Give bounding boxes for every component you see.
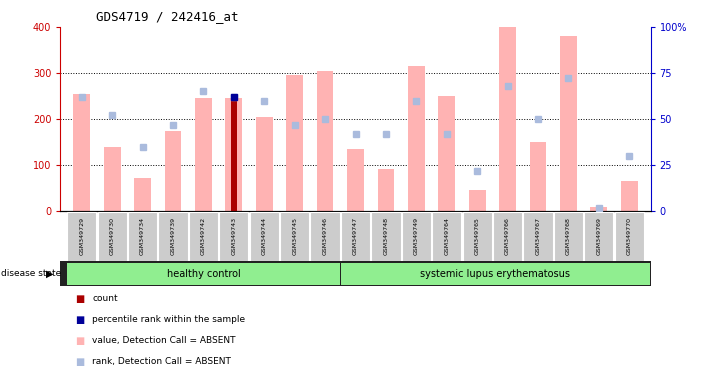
- Bar: [341, 263, 650, 285]
- Text: GSM349747: GSM349747: [353, 217, 358, 255]
- Bar: [287, 75, 303, 211]
- Bar: [189, 212, 218, 261]
- Bar: [499, 27, 516, 211]
- Bar: [280, 212, 309, 261]
- Text: GSM349742: GSM349742: [201, 217, 206, 255]
- Text: ■: ■: [75, 357, 84, 367]
- Bar: [316, 71, 333, 211]
- Bar: [67, 263, 341, 285]
- Text: ■: ■: [75, 336, 84, 346]
- Text: percentile rank within the sample: percentile rank within the sample: [92, 315, 245, 324]
- Text: GSM349734: GSM349734: [140, 217, 145, 255]
- Text: GSM349745: GSM349745: [292, 217, 297, 255]
- Text: GSM349770: GSM349770: [627, 217, 632, 255]
- Text: systemic lupus erythematosus: systemic lupus erythematosus: [420, 268, 570, 279]
- Bar: [560, 36, 577, 211]
- Text: GSM349730: GSM349730: [109, 217, 114, 255]
- Bar: [165, 131, 181, 211]
- Text: GSM349765: GSM349765: [475, 217, 480, 255]
- Bar: [615, 212, 644, 261]
- Bar: [195, 98, 212, 211]
- Text: GSM349729: GSM349729: [79, 217, 84, 255]
- Bar: [591, 207, 607, 211]
- Bar: [554, 212, 583, 261]
- Bar: [463, 212, 492, 261]
- Bar: [523, 212, 552, 261]
- Text: GSM349769: GSM349769: [597, 217, 602, 255]
- Bar: [128, 212, 157, 261]
- Bar: [219, 212, 248, 261]
- Text: disease state: disease state: [1, 269, 61, 278]
- Bar: [530, 142, 546, 211]
- Bar: [621, 181, 638, 211]
- Text: GSM349739: GSM349739: [171, 217, 176, 255]
- Bar: [493, 212, 522, 261]
- Bar: [347, 149, 364, 211]
- Text: rank, Detection Call = ABSENT: rank, Detection Call = ABSENT: [92, 357, 231, 366]
- Text: value, Detection Call = ABSENT: value, Detection Call = ABSENT: [92, 336, 236, 345]
- Text: GSM349766: GSM349766: [505, 217, 510, 255]
- Bar: [469, 190, 486, 211]
- Text: ▶: ▶: [46, 268, 53, 279]
- Bar: [371, 212, 400, 261]
- Bar: [311, 212, 340, 261]
- Bar: [256, 117, 272, 211]
- Bar: [67, 212, 96, 261]
- Bar: [225, 98, 242, 211]
- Bar: [341, 212, 370, 261]
- Text: GSM349767: GSM349767: [535, 217, 540, 255]
- Text: GDS4719 / 242416_at: GDS4719 / 242416_at: [96, 10, 238, 23]
- Text: GSM349749: GSM349749: [414, 217, 419, 255]
- Text: GSM349743: GSM349743: [231, 217, 236, 255]
- Text: GSM349768: GSM349768: [566, 217, 571, 255]
- Bar: [584, 212, 614, 261]
- Bar: [104, 147, 120, 211]
- Text: healthy control: healthy control: [167, 268, 240, 279]
- Bar: [378, 169, 395, 211]
- Text: GSM349748: GSM349748: [383, 217, 388, 255]
- Bar: [97, 212, 127, 261]
- Bar: [134, 178, 151, 211]
- Text: ■: ■: [75, 294, 84, 304]
- Text: GSM349744: GSM349744: [262, 217, 267, 255]
- Bar: [159, 212, 188, 261]
- Bar: [73, 94, 90, 211]
- Bar: [402, 212, 431, 261]
- Text: GSM349746: GSM349746: [323, 217, 328, 255]
- Bar: [439, 96, 455, 211]
- Bar: [250, 212, 279, 261]
- Bar: [408, 66, 424, 211]
- Text: ■: ■: [75, 315, 84, 325]
- Bar: [231, 101, 237, 211]
- Text: count: count: [92, 294, 118, 303]
- Text: GSM349764: GSM349764: [444, 217, 449, 255]
- Bar: [432, 212, 461, 261]
